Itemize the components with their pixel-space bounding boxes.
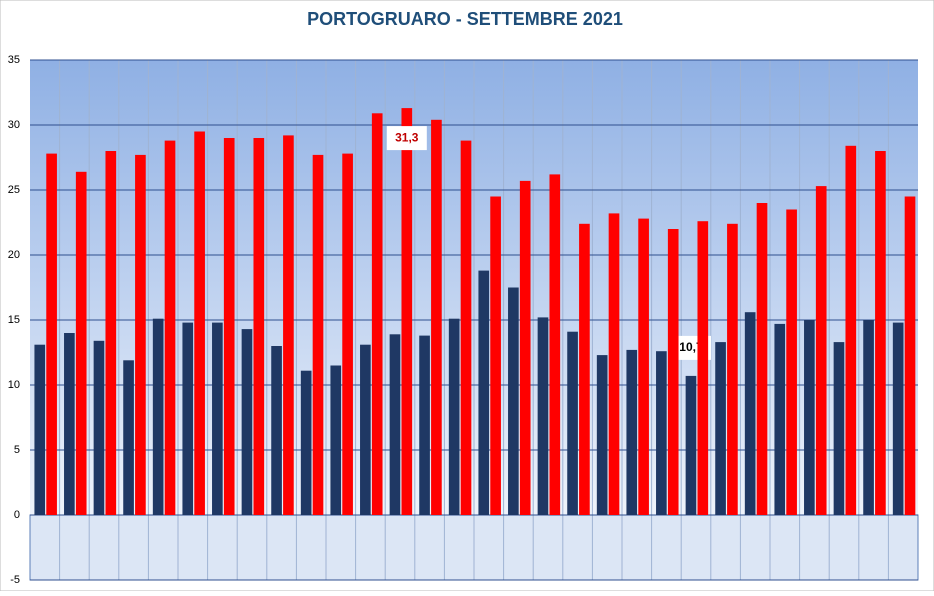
bar: [212, 322, 223, 515]
bar: [715, 342, 726, 515]
bar: [519, 180, 531, 515]
bar: [241, 329, 253, 515]
bar: [182, 322, 194, 515]
bar: [875, 151, 886, 515]
bar: [46, 153, 57, 515]
bar: [774, 323, 786, 515]
bar: [608, 213, 620, 515]
y-tick-label: -5: [10, 574, 20, 586]
bar: [667, 229, 679, 515]
bar: [164, 140, 176, 515]
bar: [697, 221, 709, 515]
bar: [845, 145, 857, 516]
bar: [892, 322, 904, 515]
y-tick-label: 35: [8, 54, 20, 66]
y-tick-label: 20: [8, 249, 20, 261]
bar: [863, 320, 874, 515]
bar: [152, 318, 164, 515]
y-tick-label: 0: [14, 509, 20, 521]
y-tick-label: 10: [8, 379, 20, 391]
bar: [490, 196, 501, 515]
bar: [685, 375, 697, 515]
bar: [744, 312, 756, 515]
bar: [786, 209, 797, 515]
bar: [105, 151, 117, 515]
bar: [804, 320, 815, 515]
bar: [833, 342, 845, 515]
bar: [904, 196, 916, 515]
value-label: 31,3: [395, 130, 419, 144]
y-tick-label: 30: [8, 119, 20, 131]
y-tick-label: 25: [8, 184, 20, 196]
y-tick-label: 5: [14, 444, 20, 456]
bar: [596, 355, 608, 515]
bar: [135, 154, 146, 515]
bar: [123, 360, 134, 515]
bar: [431, 119, 442, 516]
bar: [508, 287, 519, 515]
bar: [478, 270, 490, 515]
bar: [537, 317, 549, 515]
bar: [389, 334, 401, 515]
bar: [656, 351, 667, 515]
bar: [815, 186, 827, 515]
bar: [371, 113, 383, 516]
bar: [579, 223, 590, 516]
bar: [330, 365, 342, 515]
bar: [253, 138, 265, 515]
bar: [360, 344, 371, 515]
bar: [626, 349, 638, 515]
bar: [300, 370, 312, 515]
bar: [448, 318, 460, 515]
bar: [342, 153, 353, 515]
bar: [419, 335, 430, 515]
bar: [727, 223, 738, 516]
chart-title: PORTOGRUARO - SETTEMBRE 2021: [307, 9, 623, 29]
value-label-box: [386, 126, 427, 151]
bar: [460, 140, 472, 515]
bar: [312, 154, 324, 515]
y-tick-label: 15: [8, 314, 20, 326]
bar: [271, 346, 282, 515]
bar: [75, 171, 87, 516]
bar: [549, 174, 561, 515]
bar: [223, 138, 235, 515]
bar: [64, 333, 75, 515]
bar: [93, 340, 105, 515]
bar: [567, 331, 578, 515]
bar: [401, 108, 413, 515]
value-label: 10,7: [679, 340, 703, 354]
bar: [194, 131, 205, 515]
bar: [756, 203, 768, 515]
bar: [638, 218, 649, 515]
bar: [34, 344, 46, 515]
bar: [283, 135, 294, 515]
